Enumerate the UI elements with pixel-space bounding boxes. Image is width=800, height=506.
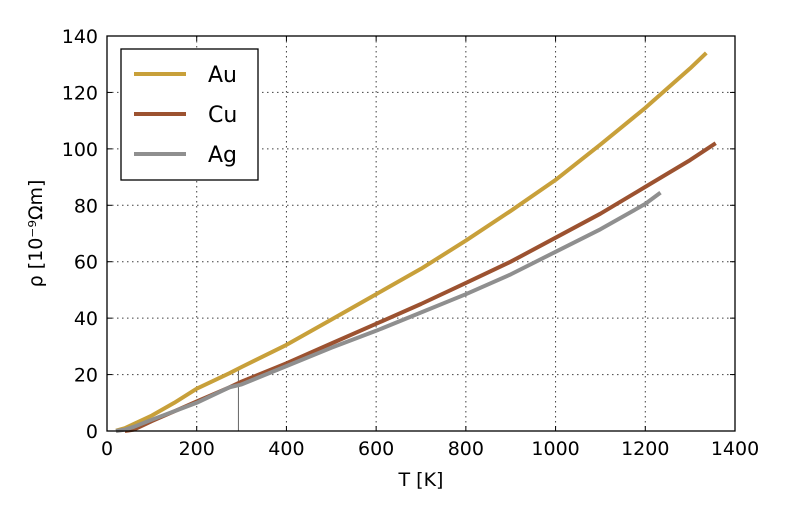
- y-tick-label: 40: [74, 308, 98, 330]
- x-tick-label: 1000: [531, 438, 579, 460]
- x-tick-label: 200: [179, 438, 215, 460]
- x-tick-label: 0: [101, 438, 113, 460]
- series-line-au: [115, 51, 708, 433]
- x-tick-label: 800: [448, 438, 484, 460]
- y-tick-label: 100: [62, 139, 98, 161]
- series-group: [115, 51, 717, 433]
- y-tick-label: 60: [74, 252, 98, 274]
- y-tick-label: 120: [62, 82, 98, 104]
- y-tick-label: 140: [62, 26, 98, 48]
- y-tick-label: 20: [74, 365, 98, 387]
- series-line-ag: [115, 190, 662, 433]
- plot-frame: [106, 35, 736, 432]
- y-tick-label: 0: [86, 421, 98, 443]
- x-tick-label: 600: [358, 438, 394, 460]
- y-axis-label: ρ [10⁻⁹Ωm]: [25, 180, 47, 288]
- ticks: [106, 35, 736, 432]
- x-tick-label: 400: [268, 438, 304, 460]
- tick-labels: 0 200 400 600 800 1000 1200 1400 0 20 40 60 80 100 120…: [62, 26, 759, 460]
- x-tick-label: 1200: [621, 438, 669, 460]
- y-tick-label: 80: [74, 195, 98, 217]
- legend-label-cu: Cu: [208, 103, 237, 128]
- series-line-cu: [124, 141, 717, 433]
- x-tick-label: 1400: [711, 438, 759, 460]
- x-axis-label: T [K]: [398, 469, 444, 491]
- legend: Au Cu Ag: [120, 48, 259, 181]
- legend-label-au: Au: [208, 63, 237, 88]
- legend-label-ag: Ag: [208, 143, 237, 168]
